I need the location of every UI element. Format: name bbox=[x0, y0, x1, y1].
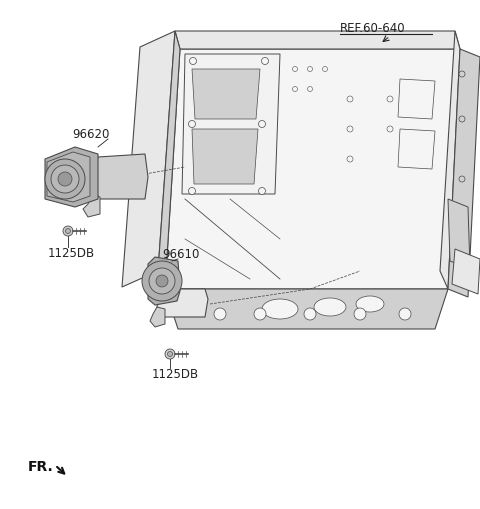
Circle shape bbox=[63, 227, 73, 237]
Circle shape bbox=[459, 117, 465, 123]
Polygon shape bbox=[150, 307, 165, 327]
Polygon shape bbox=[398, 80, 435, 120]
Text: 96620: 96620 bbox=[72, 128, 109, 140]
Polygon shape bbox=[148, 258, 180, 305]
Text: FR.: FR. bbox=[28, 459, 54, 473]
Polygon shape bbox=[398, 130, 435, 169]
Circle shape bbox=[292, 88, 298, 92]
Text: 1125DB: 1125DB bbox=[48, 246, 95, 260]
Circle shape bbox=[214, 308, 226, 320]
Circle shape bbox=[189, 121, 195, 128]
Polygon shape bbox=[83, 194, 100, 217]
Polygon shape bbox=[165, 50, 460, 290]
Circle shape bbox=[459, 177, 465, 183]
Polygon shape bbox=[440, 32, 460, 290]
Circle shape bbox=[149, 268, 175, 294]
Circle shape bbox=[259, 121, 265, 128]
Circle shape bbox=[387, 97, 393, 103]
Text: 1125DB: 1125DB bbox=[152, 367, 199, 380]
Circle shape bbox=[347, 127, 353, 133]
Circle shape bbox=[189, 188, 195, 195]
Circle shape bbox=[165, 349, 175, 359]
Circle shape bbox=[304, 308, 316, 320]
Polygon shape bbox=[47, 153, 90, 203]
Polygon shape bbox=[165, 290, 448, 329]
Polygon shape bbox=[93, 155, 148, 200]
Ellipse shape bbox=[314, 298, 346, 317]
Polygon shape bbox=[157, 290, 208, 318]
Circle shape bbox=[459, 237, 465, 242]
Circle shape bbox=[354, 308, 366, 320]
Circle shape bbox=[262, 59, 268, 65]
Polygon shape bbox=[452, 249, 480, 294]
Polygon shape bbox=[448, 50, 480, 297]
Circle shape bbox=[65, 229, 71, 234]
Circle shape bbox=[347, 97, 353, 103]
Circle shape bbox=[347, 157, 353, 163]
Circle shape bbox=[323, 67, 327, 72]
Circle shape bbox=[51, 165, 79, 193]
Circle shape bbox=[399, 308, 411, 320]
Ellipse shape bbox=[356, 296, 384, 313]
Circle shape bbox=[45, 160, 85, 200]
Polygon shape bbox=[182, 55, 280, 194]
Polygon shape bbox=[192, 130, 258, 185]
Circle shape bbox=[142, 262, 182, 301]
Text: REF.60-640: REF.60-640 bbox=[340, 22, 406, 35]
Polygon shape bbox=[122, 32, 175, 288]
Circle shape bbox=[190, 59, 196, 65]
Circle shape bbox=[156, 275, 168, 288]
Polygon shape bbox=[448, 200, 470, 269]
Text: 96610: 96610 bbox=[162, 247, 199, 261]
Polygon shape bbox=[175, 32, 460, 50]
Ellipse shape bbox=[262, 299, 298, 319]
Circle shape bbox=[259, 188, 265, 195]
Polygon shape bbox=[158, 32, 180, 290]
Polygon shape bbox=[45, 148, 98, 208]
Circle shape bbox=[308, 67, 312, 72]
Circle shape bbox=[168, 352, 172, 357]
Circle shape bbox=[292, 67, 298, 72]
Circle shape bbox=[308, 88, 312, 92]
Circle shape bbox=[254, 308, 266, 320]
Circle shape bbox=[58, 173, 72, 187]
Circle shape bbox=[459, 72, 465, 78]
Polygon shape bbox=[192, 70, 260, 120]
Circle shape bbox=[387, 127, 393, 133]
